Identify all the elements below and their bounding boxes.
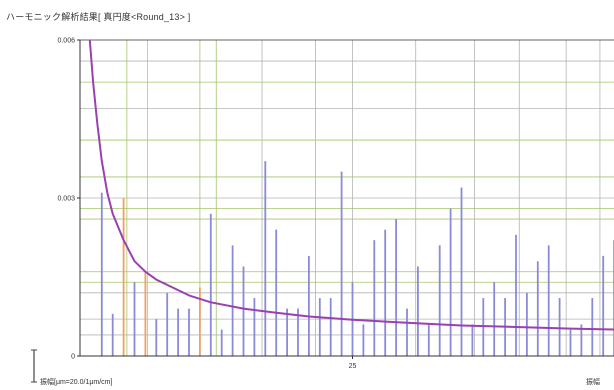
grid-layer <box>80 40 614 356</box>
footer-layer: 振幅[μm=20.0/1μm/cm] 振幅 <box>31 349 600 386</box>
footer-right-label: 振幅 <box>586 377 600 386</box>
curve-layer <box>88 39 614 331</box>
x-tick-label-0: 25 <box>349 363 357 370</box>
label-layer: 0 0.003 0.006 25 <box>57 38 356 371</box>
chart-title: ハーモニック解析結果[ 真円度<Round_13> ] <box>6 12 191 22</box>
bar-layer <box>100 161 614 356</box>
footer-left-label: 振幅[μm=20.0/1μm/cm] <box>40 377 112 386</box>
trend-curve <box>88 39 614 331</box>
y-tick-label-0: 0 <box>71 354 75 361</box>
axis-layer <box>77 39 614 359</box>
y-tick-label-1: 0.003 <box>57 196 75 203</box>
y-tick-label-2: 0.006 <box>57 38 75 45</box>
